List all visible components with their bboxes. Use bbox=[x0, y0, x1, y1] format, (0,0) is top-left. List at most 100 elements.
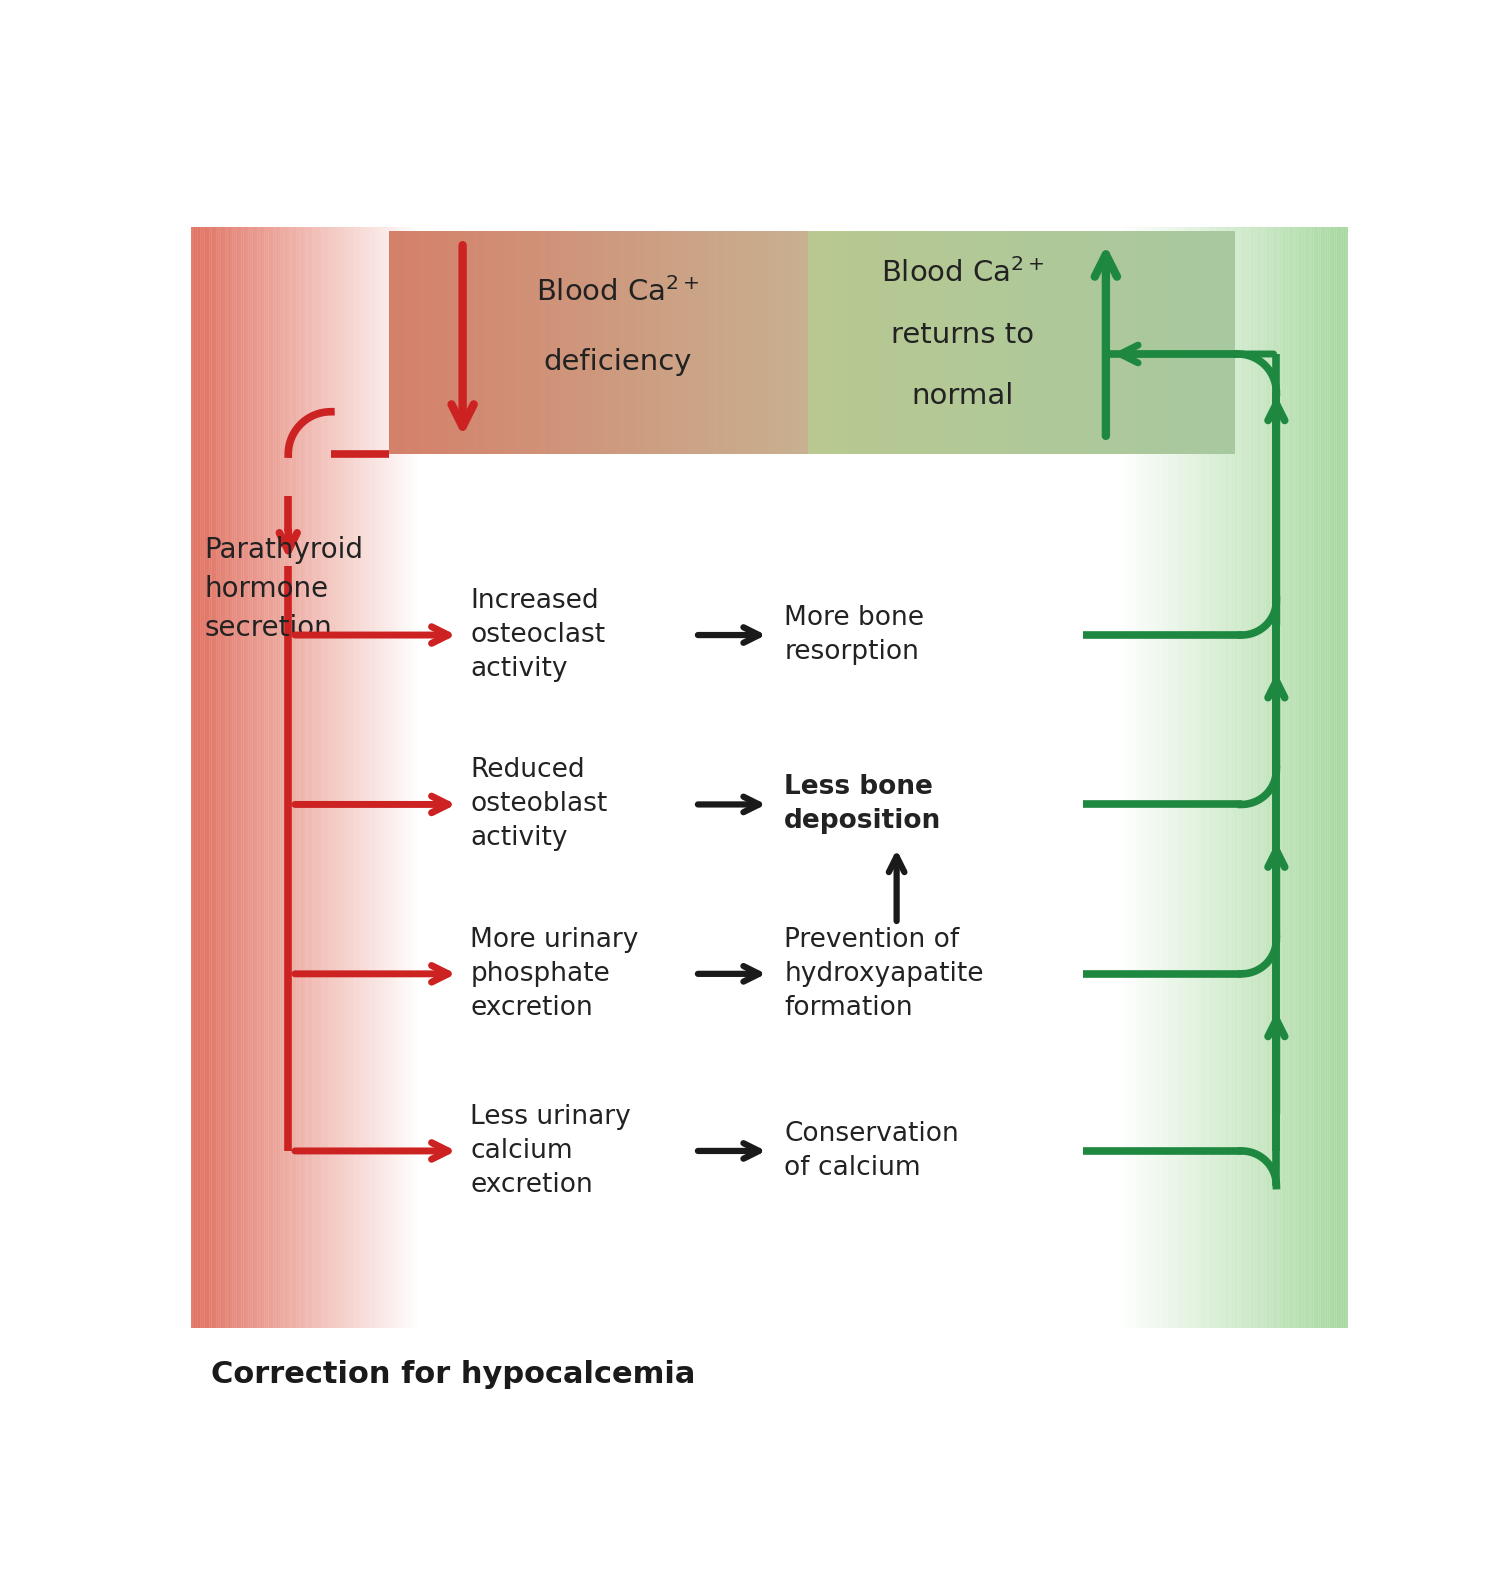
Bar bbox=[1322, 227, 1324, 1328]
Bar bbox=[452, 231, 459, 455]
Bar bbox=[1252, 227, 1256, 1328]
Bar bbox=[237, 227, 242, 1328]
Bar bbox=[1192, 227, 1197, 1328]
Bar bbox=[640, 231, 646, 455]
Bar bbox=[624, 231, 632, 455]
Bar bbox=[1010, 231, 1017, 455]
Bar bbox=[1296, 227, 1299, 1328]
Bar bbox=[1144, 227, 1149, 1328]
Bar bbox=[1332, 227, 1336, 1328]
Bar bbox=[284, 227, 286, 1328]
Bar bbox=[390, 227, 394, 1328]
Bar bbox=[201, 227, 204, 1328]
Bar bbox=[909, 231, 915, 455]
Bar bbox=[724, 231, 730, 455]
Bar bbox=[356, 227, 360, 1328]
Bar bbox=[882, 231, 890, 455]
Bar bbox=[878, 231, 884, 455]
Bar bbox=[290, 227, 294, 1328]
Bar bbox=[483, 231, 490, 455]
Bar bbox=[1292, 227, 1294, 1328]
Bar bbox=[1154, 231, 1161, 455]
Bar bbox=[312, 227, 316, 1328]
Bar bbox=[268, 227, 273, 1328]
Bar bbox=[255, 227, 260, 1328]
Bar bbox=[540, 231, 548, 455]
Bar bbox=[1234, 227, 1238, 1328]
Bar bbox=[704, 231, 710, 455]
Bar bbox=[228, 227, 232, 1328]
Text: Less urinary
calcium
excretion: Less urinary calcium excretion bbox=[471, 1104, 632, 1199]
Bar bbox=[381, 227, 386, 1328]
Bar bbox=[1227, 227, 1232, 1328]
Bar bbox=[1258, 227, 1263, 1328]
Bar bbox=[350, 227, 352, 1328]
Bar bbox=[824, 231, 831, 455]
Bar bbox=[333, 227, 338, 1328]
Bar bbox=[1216, 227, 1219, 1328]
Bar bbox=[1278, 227, 1281, 1328]
Bar bbox=[303, 227, 307, 1328]
Bar bbox=[1118, 227, 1122, 1328]
Bar bbox=[369, 227, 374, 1328]
Bar bbox=[216, 227, 220, 1328]
Bar bbox=[865, 231, 873, 455]
Bar bbox=[1036, 231, 1044, 455]
Bar bbox=[1218, 231, 1224, 455]
Bar bbox=[384, 227, 387, 1328]
Bar bbox=[316, 227, 321, 1328]
Bar bbox=[592, 231, 600, 455]
Bar bbox=[1302, 227, 1306, 1328]
Bar bbox=[1335, 227, 1338, 1328]
Bar bbox=[1204, 227, 1208, 1328]
Bar bbox=[530, 231, 537, 455]
Bar bbox=[328, 227, 333, 1328]
Bar bbox=[386, 227, 390, 1328]
Bar bbox=[666, 231, 674, 455]
Bar bbox=[1122, 227, 1126, 1328]
Bar bbox=[262, 227, 266, 1328]
Bar bbox=[1209, 227, 1214, 1328]
Bar bbox=[1288, 227, 1293, 1328]
Bar bbox=[698, 231, 705, 455]
Bar bbox=[1136, 227, 1140, 1328]
Bar bbox=[405, 231, 411, 455]
Bar bbox=[656, 231, 663, 455]
Bar bbox=[510, 231, 516, 455]
Bar bbox=[1156, 227, 1160, 1328]
Bar bbox=[298, 227, 303, 1328]
Bar bbox=[687, 231, 694, 455]
Bar bbox=[1228, 231, 1236, 455]
Bar bbox=[1178, 227, 1180, 1328]
Bar bbox=[342, 227, 346, 1328]
Bar bbox=[264, 227, 268, 1328]
Bar bbox=[1134, 227, 1137, 1328]
Bar bbox=[1202, 231, 1209, 455]
Bar bbox=[1120, 227, 1124, 1328]
Bar bbox=[292, 227, 296, 1328]
Bar bbox=[1206, 227, 1210, 1328]
Bar bbox=[1149, 231, 1155, 455]
Bar bbox=[1162, 227, 1167, 1328]
Bar bbox=[194, 227, 198, 1328]
Bar bbox=[1254, 227, 1258, 1328]
Bar bbox=[336, 227, 339, 1328]
Bar bbox=[930, 231, 938, 455]
Bar bbox=[249, 227, 252, 1328]
Bar bbox=[1197, 231, 1203, 455]
Bar bbox=[620, 231, 626, 455]
Bar bbox=[416, 227, 420, 1328]
Bar bbox=[567, 231, 573, 455]
Bar bbox=[1328, 227, 1332, 1328]
Bar bbox=[1323, 227, 1328, 1328]
Bar bbox=[441, 231, 448, 455]
Bar bbox=[1340, 227, 1342, 1328]
Bar bbox=[411, 227, 414, 1328]
Bar bbox=[1330, 227, 1334, 1328]
Bar bbox=[416, 231, 422, 455]
Bar bbox=[1293, 227, 1298, 1328]
Bar bbox=[614, 231, 621, 455]
Bar bbox=[796, 231, 804, 455]
Bar bbox=[630, 231, 636, 455]
Bar bbox=[840, 231, 846, 455]
